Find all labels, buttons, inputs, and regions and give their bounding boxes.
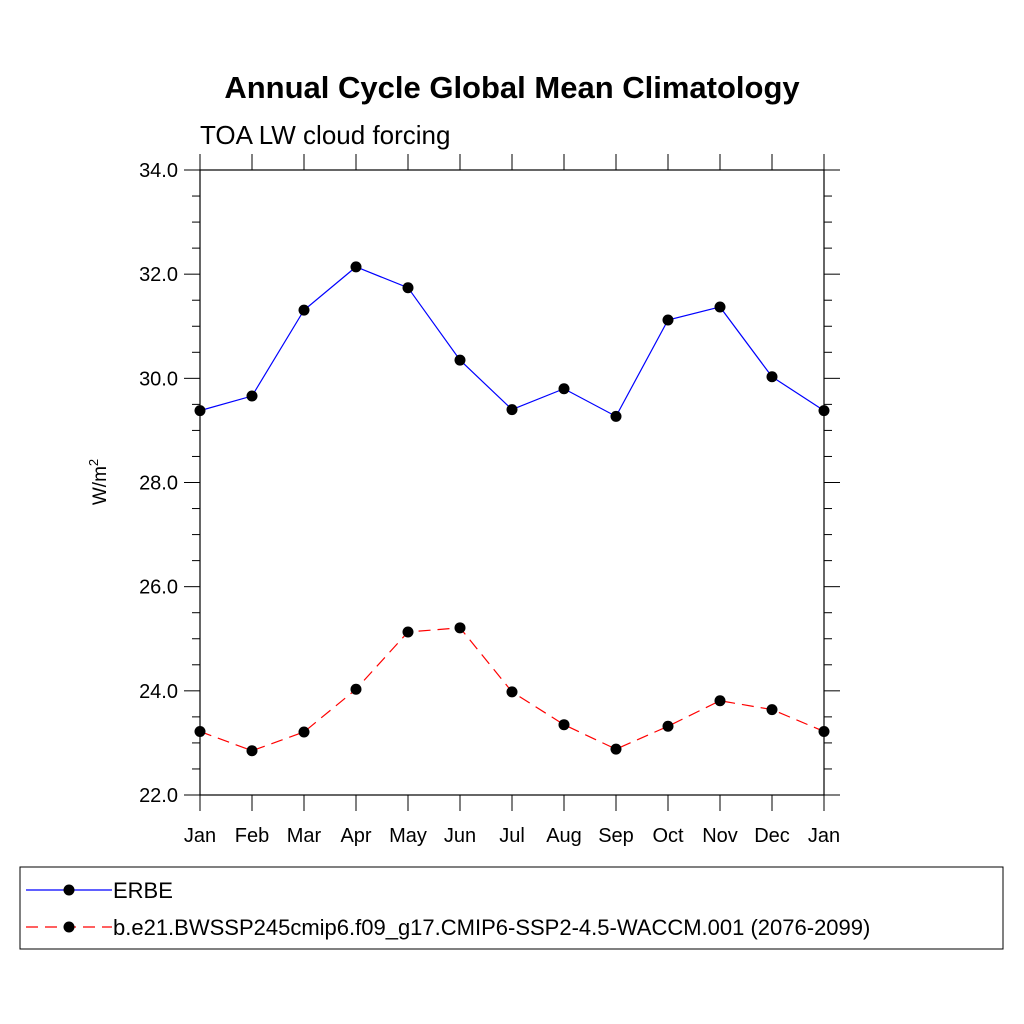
series-2-point bbox=[506, 686, 518, 698]
series-1-point bbox=[558, 383, 570, 395]
y-axis-label: W/m2 bbox=[86, 459, 111, 505]
x-tick-label: Oct bbox=[652, 825, 684, 847]
series-2-point bbox=[454, 622, 466, 634]
plot-frame bbox=[199, 169, 825, 796]
series-1-point bbox=[610, 410, 622, 422]
x-tick-label: Jul bbox=[499, 825, 525, 847]
legend-label-1: ERBE bbox=[113, 878, 173, 903]
y-tick-label: 30.0 bbox=[139, 368, 178, 390]
series-1-point bbox=[662, 314, 674, 326]
chart-subtitle: TOA LW cloud forcing bbox=[200, 120, 450, 150]
x-tick-label: Aug bbox=[546, 825, 582, 847]
y-tick-label: 32.0 bbox=[139, 264, 178, 286]
x-tick-label: Apr bbox=[340, 825, 371, 847]
legend-box bbox=[19, 866, 1004, 950]
series-1-point bbox=[454, 354, 466, 366]
series-2-point bbox=[766, 704, 778, 716]
series-1-point bbox=[766, 371, 778, 383]
x-tick-label: Sep bbox=[598, 825, 634, 847]
y-tick-label: 22.0 bbox=[139, 785, 178, 807]
legend-marker-2 bbox=[63, 921, 75, 933]
series-2-point bbox=[714, 695, 726, 707]
legend-marker-1 bbox=[63, 884, 75, 896]
x-tick-label: Dec bbox=[754, 825, 790, 847]
x-tick-label: Jun bbox=[444, 825, 476, 847]
y-tick-label: 28.0 bbox=[139, 473, 178, 495]
series-1-point bbox=[506, 404, 518, 416]
series-1-point bbox=[298, 304, 310, 316]
x-tick-label: Mar bbox=[287, 825, 322, 847]
axes: 22.0 24.0 26.0 28.0 30.0 32.0 34.0 Jan Feb Mar Apr… bbox=[139, 154, 840, 847]
y-tick-label: 24.0 bbox=[139, 681, 178, 703]
series-line-1 bbox=[199, 266, 825, 418]
series-2-point bbox=[298, 726, 310, 738]
series-2-point bbox=[194, 725, 206, 737]
y-axis-label-superscript: 2 bbox=[86, 459, 101, 466]
series-2-point bbox=[350, 683, 362, 695]
legend-label-2: b.e21.BWSSP245cmip6.f09_g17.CMIP6-SSP2-4… bbox=[113, 915, 870, 940]
series-2-point bbox=[558, 719, 570, 731]
x-tick-label: Jan bbox=[184, 825, 216, 847]
series-1-point bbox=[246, 390, 258, 402]
y-axis-label-main: W/m bbox=[90, 466, 111, 505]
series-2-point bbox=[662, 720, 674, 732]
plot-series bbox=[194, 261, 830, 757]
series-1-point bbox=[350, 261, 362, 273]
series-2-point bbox=[402, 626, 414, 638]
chart-title: Annual Cycle Global Mean Climatology bbox=[224, 70, 800, 105]
x-tick-label: Jan bbox=[808, 825, 840, 847]
y-tick-label: 34.0 bbox=[139, 160, 178, 182]
legend: ERBE b.e21.BWSSP245cmip6.f09_g17.CMIP6-SS… bbox=[19, 866, 1004, 950]
x-tick-label: Feb bbox=[235, 825, 269, 847]
series-1-point bbox=[714, 301, 726, 313]
series-2-point bbox=[610, 743, 622, 755]
series-1-point bbox=[818, 405, 830, 417]
x-tick-label: Nov bbox=[702, 825, 738, 847]
series-2-point bbox=[818, 725, 830, 737]
y-tick-label: 26.0 bbox=[139, 577, 178, 599]
x-tick-label: May bbox=[389, 825, 427, 847]
series-1-point bbox=[402, 282, 414, 294]
series-2-point bbox=[246, 745, 258, 757]
series-1-point bbox=[194, 405, 206, 417]
